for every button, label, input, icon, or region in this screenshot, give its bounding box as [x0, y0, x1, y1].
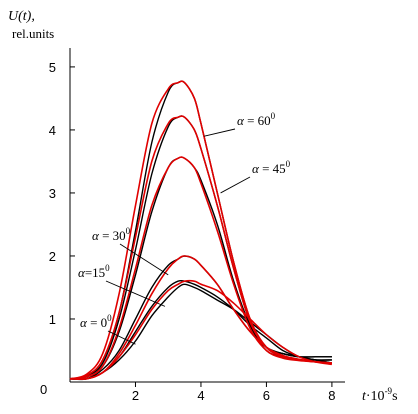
- y-axis-title: U(t),: [8, 9, 35, 24]
- origin-label: 0: [40, 382, 47, 397]
- annotation-degree: 0: [271, 111, 276, 121]
- measured-curve-1: [69, 279, 333, 380]
- model-curve-7: [69, 255, 332, 381]
- x-tick-label: 2: [132, 388, 139, 403]
- y-tick-label: 2: [49, 249, 56, 264]
- y-tick-label: 1: [49, 312, 56, 327]
- annotation-text: =15: [85, 265, 105, 280]
- ticks: 2 4 6 8 1 2 3 4 5: [49, 60, 336, 403]
- annotation-leader: [107, 330, 136, 345]
- model-curve-8: [69, 156, 332, 380]
- annotation-label: α=150: [78, 263, 110, 280]
- x-tick-label: 8: [328, 388, 335, 403]
- annotation-text: = 45: [259, 161, 286, 176]
- annotation-label: α = 600: [237, 111, 276, 128]
- annotation-leader: [119, 243, 169, 276]
- annotation-leader: [105, 280, 166, 307]
- annotation-label: α = 300: [92, 226, 131, 243]
- annotation-leader: [220, 176, 251, 194]
- y-axis-unit: rel.units: [12, 26, 54, 41]
- series: [69, 80, 333, 381]
- y-tick-label: 5: [49, 60, 56, 75]
- y-tick-label: 4: [49, 123, 56, 138]
- x-axis-title-main: t: [362, 389, 367, 404]
- annotation-symbol: α: [92, 228, 100, 243]
- annotation-label: α = 00: [80, 313, 112, 330]
- x-axis-title-prefix: ·10: [366, 389, 385, 404]
- annotation-degree: 0: [126, 226, 131, 236]
- model-curve-10: [69, 80, 332, 380]
- axes: [69, 48, 345, 383]
- model-curve-9: [69, 115, 332, 380]
- x-tick-label: 6: [263, 388, 270, 403]
- annotation-text: = 30: [99, 228, 126, 243]
- annotation-symbol: α: [80, 315, 88, 330]
- annotation-symbol: α: [252, 161, 260, 176]
- model-curve-6: [69, 279, 333, 381]
- x-axis-title-unit: s: [392, 389, 397, 404]
- annotation-label: α = 450: [252, 159, 291, 176]
- x-axis-title: t·10-9s: [362, 386, 398, 404]
- x-axis-title-exponent: -9: [385, 386, 393, 396]
- measured-curve-4: [69, 115, 332, 380]
- y-tick-label: 3: [49, 186, 56, 201]
- x-tick-label: 4: [197, 388, 204, 403]
- annotation-degree: 0: [105, 263, 110, 273]
- annotation-symbol: α: [78, 265, 86, 280]
- annotation-degree: 0: [286, 159, 291, 169]
- annotation-text: = 0: [87, 315, 107, 330]
- annotation-leader: [204, 128, 236, 137]
- annotation-degree: 0: [107, 313, 112, 323]
- annotation-text: = 60: [244, 113, 271, 128]
- annotation-symbol: α: [237, 113, 245, 128]
